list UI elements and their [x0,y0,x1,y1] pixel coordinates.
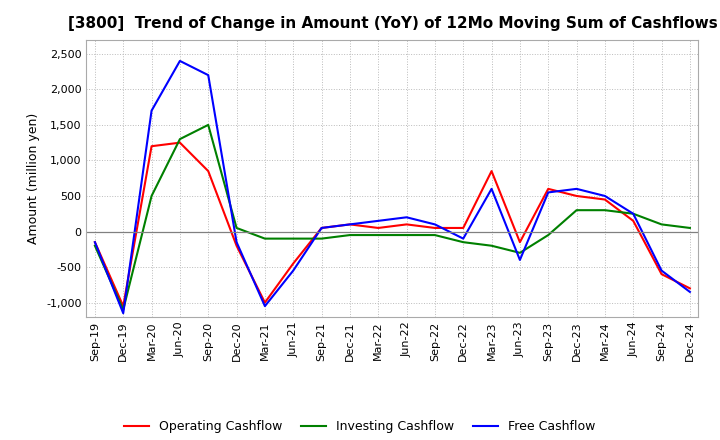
Operating Cashflow [544,186,552,191]
Operating Cashflow [374,225,382,231]
Free Cashflow [374,218,382,224]
Operating Cashflow [261,300,269,305]
Investing Cashflow [516,250,524,256]
Operating Cashflow [572,193,581,198]
Free Cashflow [685,289,694,294]
Operating Cashflow [657,271,666,277]
Investing Cashflow [233,225,241,231]
Operating Cashflow [402,222,411,227]
Investing Cashflow [91,243,99,248]
Operating Cashflow [629,218,637,224]
Operating Cashflow [289,261,297,266]
Investing Cashflow [459,239,467,245]
Free Cashflow [629,211,637,216]
Y-axis label: Amount (million yen): Amount (million yen) [27,113,40,244]
Operating Cashflow [176,140,184,145]
Investing Cashflow [657,222,666,227]
Free Cashflow [572,186,581,191]
Operating Cashflow [459,225,467,231]
Free Cashflow [431,222,439,227]
Free Cashflow [487,186,496,191]
Investing Cashflow [261,236,269,241]
Operating Cashflow [685,286,694,291]
Investing Cashflow [629,211,637,216]
Line: Free Cashflow: Free Cashflow [95,61,690,313]
Free Cashflow [346,222,354,227]
Operating Cashflow [318,225,326,231]
Investing Cashflow [600,208,609,213]
Free Cashflow [261,304,269,309]
Investing Cashflow [176,136,184,142]
Operating Cashflow [487,169,496,174]
Free Cashflow [233,239,241,245]
Free Cashflow [657,268,666,273]
Free Cashflow [176,58,184,63]
Legend: Operating Cashflow, Investing Cashflow, Free Cashflow: Operating Cashflow, Investing Cashflow, … [120,415,600,438]
Free Cashflow [289,268,297,273]
Investing Cashflow [544,232,552,238]
Operating Cashflow [600,197,609,202]
Investing Cashflow [148,193,156,198]
Investing Cashflow [374,232,382,238]
Investing Cashflow [402,232,411,238]
Free Cashflow [119,311,127,316]
Free Cashflow [544,190,552,195]
Investing Cashflow [487,243,496,248]
Operating Cashflow [148,143,156,149]
Operating Cashflow [91,239,99,245]
Free Cashflow [91,239,99,245]
Operating Cashflow [233,243,241,248]
Operating Cashflow [119,304,127,309]
Investing Cashflow [431,232,439,238]
Investing Cashflow [685,225,694,231]
Operating Cashflow [431,225,439,231]
Free Cashflow [600,193,609,198]
Investing Cashflow [318,236,326,241]
Operating Cashflow [204,169,212,174]
Investing Cashflow [572,208,581,213]
Free Cashflow [204,73,212,78]
Line: Operating Cashflow: Operating Cashflow [95,143,690,306]
Investing Cashflow [289,236,297,241]
Investing Cashflow [346,232,354,238]
Operating Cashflow [346,222,354,227]
Operating Cashflow [516,239,524,245]
Line: Investing Cashflow: Investing Cashflow [95,125,690,310]
Title: [3800]  Trend of Change in Amount (YoY) of 12Mo Moving Sum of Cashflows: [3800] Trend of Change in Amount (YoY) o… [68,16,717,32]
Free Cashflow [516,257,524,263]
Free Cashflow [459,236,467,241]
Free Cashflow [318,225,326,231]
Investing Cashflow [204,122,212,128]
Free Cashflow [148,108,156,114]
Free Cashflow [402,215,411,220]
Investing Cashflow [119,307,127,312]
